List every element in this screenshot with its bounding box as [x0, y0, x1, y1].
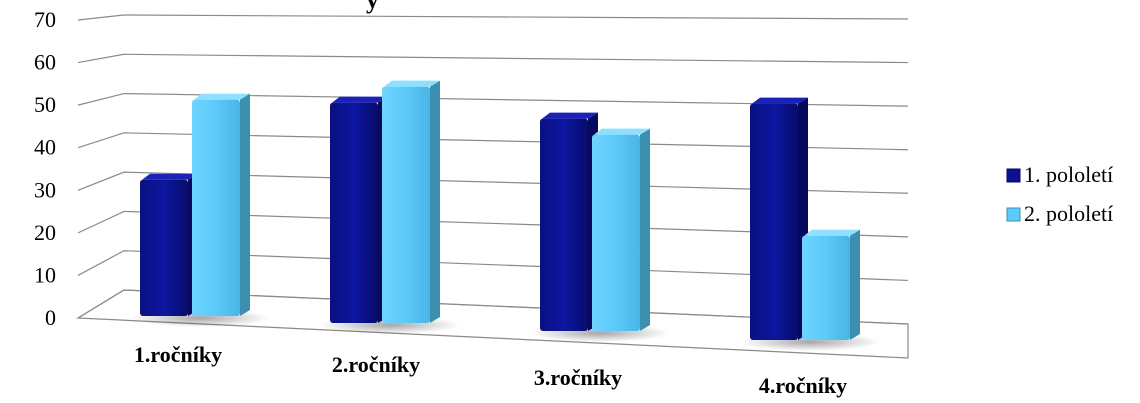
gridline [77, 53, 909, 64]
y-tick-label: 30 [34, 177, 56, 202]
bars [130, 80, 880, 351]
y-tick-label: 10 [34, 262, 56, 287]
bar-1-4 [750, 97, 808, 340]
y-tick-label: 60 [34, 50, 56, 75]
gridline [77, 92, 909, 107]
bar-2-4 [802, 229, 860, 340]
y-tick-label: 70 [34, 7, 56, 32]
y-tick-label: 50 [34, 92, 56, 117]
chart-floor [76, 289, 909, 359]
legend-label-series-1: 1. pololetí [1024, 162, 1113, 187]
bar-2-2 [382, 80, 440, 323]
y-tick-label: 0 [45, 305, 56, 330]
gridline [77, 14, 909, 21]
bar-1-1 [140, 173, 198, 316]
gridlines [77, 14, 909, 325]
x-tick-label: 2.ročníky [332, 352, 420, 377]
bar-1-2 [330, 96, 388, 323]
x-axis-labels: 1.ročníky 2.ročníky 3.ročníky 4.ročníky [134, 342, 847, 398]
bar-1-3 [540, 112, 598, 331]
chart-title: y [366, 0, 379, 14]
x-tick-label: 1.ročníky [134, 342, 222, 367]
x-tick-label: 3.ročníky [534, 365, 622, 390]
x-tick-label: 4.ročníky [759, 373, 847, 398]
legend-swatch-series-1 [1006, 168, 1021, 183]
y-tick-label: 40 [34, 135, 56, 160]
y-tick-label: 20 [34, 220, 56, 245]
legend-label-series-2: 2. pololetí [1024, 201, 1113, 226]
floor-outline [76, 289, 909, 359]
y-axis-ticks: 0 10 20 30 40 50 60 70 [34, 7, 56, 330]
bar-2-3 [592, 128, 650, 331]
legend: 1. pololetí 2. pololetí [1006, 162, 1113, 226]
bar-2-1 [192, 93, 250, 316]
legend-swatch-series-2 [1006, 207, 1021, 222]
